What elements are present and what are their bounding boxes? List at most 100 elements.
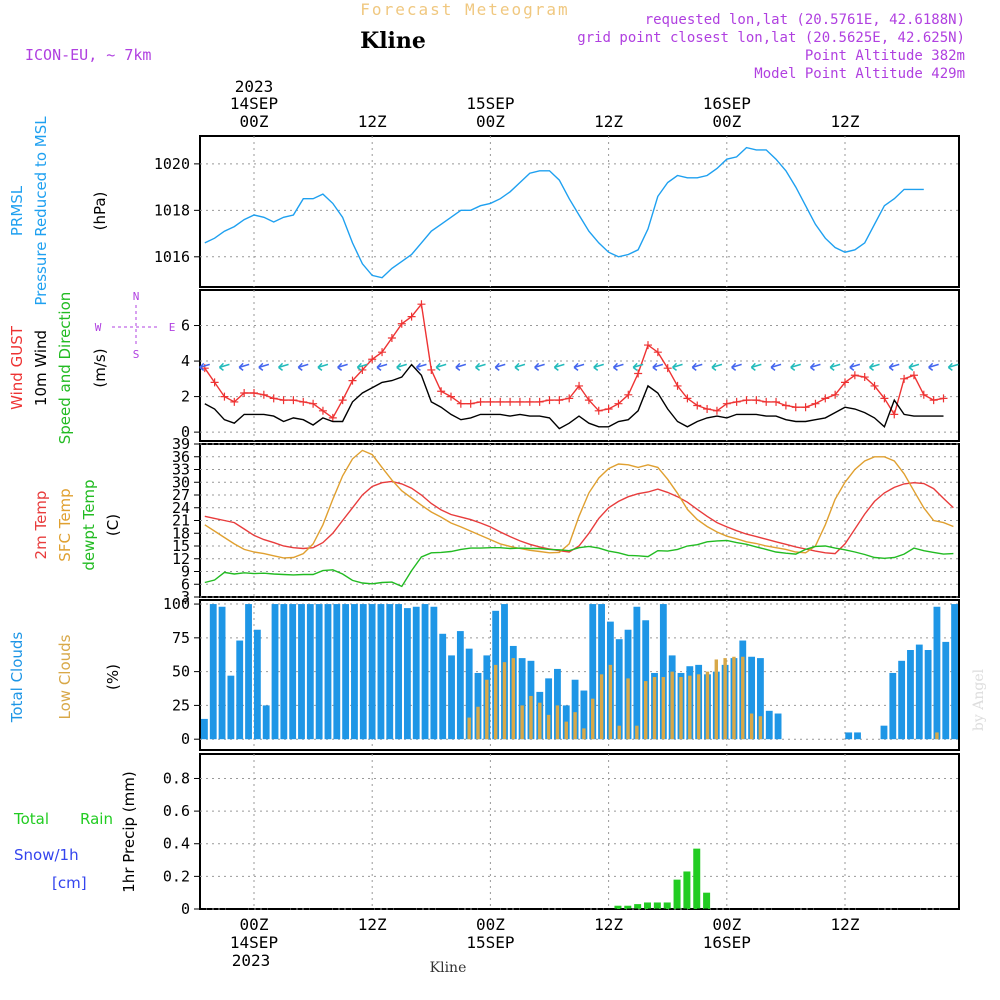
gust-marker (811, 399, 820, 408)
gust-marker (781, 401, 790, 410)
total-cloud-bar (448, 655, 455, 740)
location-title: Kline (360, 28, 426, 54)
y-tick-label: 30 (172, 473, 190, 491)
gust-marker (801, 403, 810, 412)
total-cloud-bar (765, 710, 773, 740)
panel-frame (199, 289, 960, 442)
wind-dir-arrow (770, 362, 782, 371)
y-tick-label: 33 (172, 461, 190, 479)
total-cloud-bar (421, 604, 429, 740)
wind-dir-arrow (888, 362, 900, 371)
gust-marker (584, 396, 593, 405)
point-altitude: Point Altitude 382m (805, 48, 965, 64)
wind-dir-arrow (435, 362, 447, 371)
total-cloud-bar (924, 650, 932, 740)
gust-marker (644, 341, 652, 350)
total-cloud-bar (456, 631, 464, 740)
wind-dir-arrow (494, 362, 506, 371)
rain-bar (653, 902, 661, 909)
gust-marker (712, 406, 721, 415)
total-cloud-bar (315, 604, 323, 740)
low-cloud-bar (520, 705, 524, 740)
low-cloud-bar (582, 728, 586, 740)
low-cloud-bar (705, 671, 710, 740)
total-cloud-bar (245, 604, 252, 740)
bottom-hour-label: 00Z (712, 915, 741, 934)
y-tick-label: 6 (181, 317, 190, 335)
gust-marker (841, 378, 849, 387)
y-tick-label: 3 (181, 588, 190, 606)
gust-marker (269, 394, 278, 403)
gust-marker (653, 348, 662, 357)
gust-marker (525, 397, 534, 406)
total-cloud-bar (465, 648, 473, 740)
gust-marker (240, 389, 249, 398)
chart-title: Forecast Meteogram (360, 0, 569, 19)
gust-marker (456, 399, 465, 408)
watermark: by Angel (971, 668, 987, 731)
top-day-label: 15SEP (466, 94, 514, 113)
low-cloud-bar (529, 695, 533, 740)
gust-marker (338, 396, 347, 405)
wind-dir-arrow (317, 362, 329, 371)
top-hour-label: 12Z (594, 112, 623, 131)
gust-marker (496, 397, 505, 406)
low-cloud-bar (485, 679, 489, 740)
bottom-day-label: 15SEP (466, 933, 514, 952)
low-cloud-bar (935, 732, 939, 740)
total-cloud-bar (351, 604, 358, 740)
total-cloud-bar (236, 640, 244, 740)
total-cloud-bar (280, 604, 288, 740)
low-cloud-bar (467, 717, 471, 740)
gust-marker (909, 371, 918, 380)
requested-coords: requested lon,lat (20.5761E, 42.6188N) (645, 12, 965, 28)
wind-dir-arrow (612, 362, 624, 371)
y-tick-label: 21 (172, 512, 190, 530)
gust-marker (417, 300, 426, 309)
total-cloud-bar (880, 725, 888, 740)
y-tick-label: 0 (181, 900, 190, 918)
gust-marker (860, 373, 869, 382)
low-cloud-bar (741, 656, 745, 740)
y-tick-label: 4 (181, 352, 190, 370)
total-cloud-bar (915, 644, 923, 740)
low-cloud-bar (723, 658, 727, 740)
gust-marker (555, 396, 564, 405)
low-cloud-bar (661, 677, 666, 740)
low-cloud-bar (493, 664, 498, 740)
low-cloud-bar (635, 725, 639, 740)
gust-marker (220, 392, 229, 401)
total-cloud-bar (386, 604, 394, 740)
gust-marker (447, 392, 455, 401)
gust-marker (604, 405, 613, 414)
y-tick-label: 75 (172, 629, 190, 647)
wind-dir-arrow (947, 362, 959, 371)
gust-marker (476, 397, 485, 406)
total-cloud-bar (403, 608, 411, 740)
top-day-label: 16SEP (703, 94, 751, 113)
low-cloud-bar (546, 714, 551, 740)
y-tick-label: 1020 (154, 155, 190, 173)
gust-marker (348, 376, 357, 385)
rain-bar (634, 904, 642, 909)
gust-marker (387, 333, 396, 342)
gust-marker (929, 396, 938, 405)
top-year-label: 2023 (235, 77, 274, 96)
total-cloud-bar (201, 718, 208, 740)
gust-marker (545, 396, 554, 405)
low-cloud-bar (617, 725, 621, 740)
total-cloud-bar (298, 604, 305, 740)
gust-marker (722, 399, 731, 408)
compass-n: N (133, 290, 140, 303)
total-cloud-bar (333, 604, 341, 740)
gust-marker (703, 405, 712, 414)
low-cloud-bar (670, 671, 674, 740)
bottom-hour-label: 00Z (476, 915, 505, 934)
gust-marker (397, 319, 406, 328)
model-label: ICON-EU, ~ 7km (25, 46, 151, 64)
gust-marker (693, 401, 702, 410)
gust-marker (279, 396, 288, 405)
gust-marker (535, 397, 544, 406)
